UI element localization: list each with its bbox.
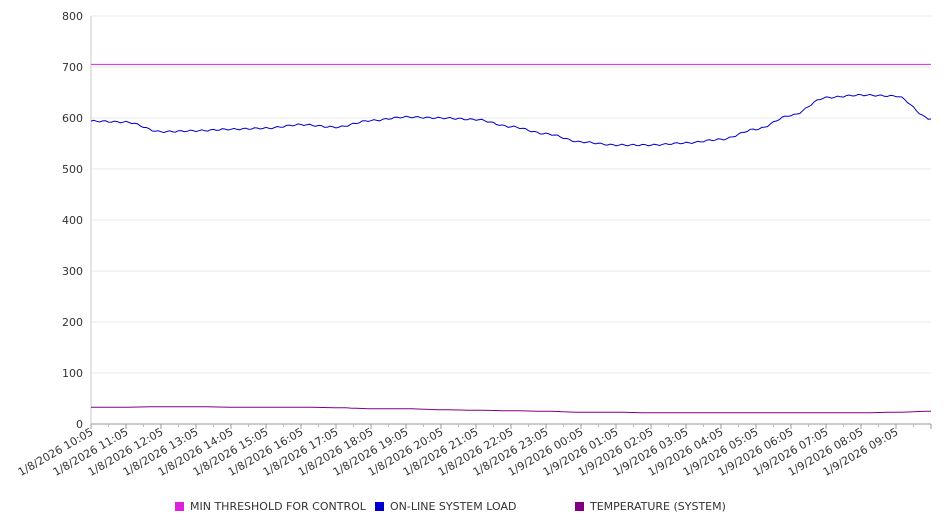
y-tick-labels: 0 100 200 300 400 500 600 700 800: [62, 10, 83, 431]
axes: [90, 16, 932, 429]
legend-swatch-temperature: [575, 501, 584, 511]
y-tick-label: 400: [62, 214, 83, 227]
gridlines: [91, 15, 931, 374]
series-layer: [90, 63, 932, 414]
y-tick-label: 800: [62, 10, 83, 23]
legend-swatch-system-load: [375, 501, 384, 511]
x-tick-labels: 1/8/2026 10:051/8/2026 11:051/8/2026 12:…: [16, 425, 901, 479]
y-tick-label: 700: [62, 61, 83, 74]
y-tick-label: 0: [76, 418, 83, 431]
legend-item-system-load[interactable]: ON-LINE SYSTEM LOAD: [375, 497, 516, 515]
series-line-1: [90, 93, 932, 147]
legend: MIN THRESHOLD FOR CONTROL ON-LINE SYSTEM…: [0, 497, 946, 515]
y-tick-label: 500: [62, 163, 83, 176]
y-tick-label: 600: [62, 112, 83, 125]
y-tick-label: 300: [62, 265, 83, 278]
legend-label-temperature: TEMPERATURE (SYSTEM): [590, 499, 726, 513]
legend-swatch-min-threshold: [175, 501, 184, 511]
legend-label-system-load: ON-LINE SYSTEM LOAD: [390, 499, 517, 513]
legend-item-min-threshold[interactable]: MIN THRESHOLD FOR CONTROL: [175, 497, 366, 515]
legend-item-temperature[interactable]: TEMPERATURE (SYSTEM): [575, 497, 726, 515]
y-tick-label: 100: [62, 367, 83, 380]
series-line-2: [91, 406, 931, 414]
y-tick-label: 200: [62, 316, 83, 329]
legend-label-min-threshold: MIN THRESHOLD FOR CONTROL: [190, 499, 366, 513]
